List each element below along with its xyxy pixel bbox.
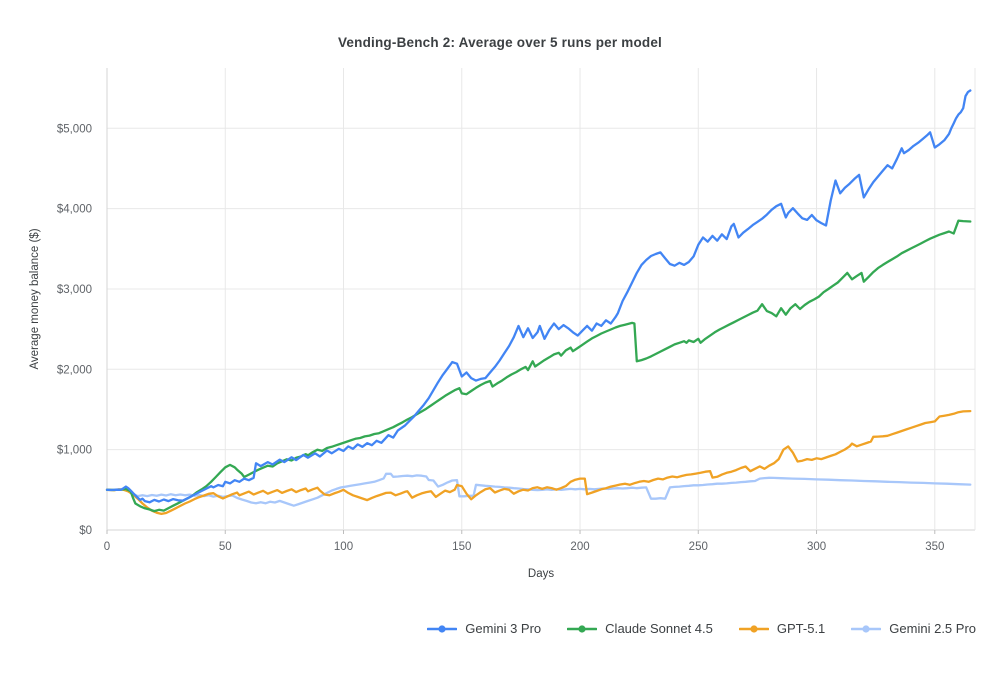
x-tick-label: 50	[219, 541, 232, 553]
y-tick-label: $3,000	[57, 284, 92, 296]
series-line-gemini-2-5-pro	[105, 472, 972, 507]
legend-item-gpt-5-1: GPT-5.1	[738, 621, 826, 636]
series-line-gemini-3-pro	[105, 89, 972, 504]
y-axis-title: Average money balance ($)	[29, 228, 41, 369]
y-tick-label: $4,000	[57, 204, 92, 216]
x-tick-label: 300	[807, 541, 826, 553]
legend-item-claude-sonnet-4-5: Claude Sonnet 4.5	[567, 621, 713, 636]
legend-marker-icon	[427, 624, 458, 633]
legend-marker-icon	[851, 624, 882, 633]
x-tick-label: 350	[925, 541, 944, 553]
legend-marker-icon	[738, 624, 769, 633]
series-line-claude-sonnet-4-5	[105, 219, 972, 513]
legend: Gemini 3 Pro Claude Sonnet 4.5 GPT-5.1 Gemi…	[427, 621, 976, 636]
legend-item-gemini-3-pro: Gemini 3 Pro	[427, 621, 541, 636]
legend-label: GPT-5.1	[776, 621, 826, 636]
plot-area: $0 $1,000 $2,000 $3,000 $4,000 $5,000 0 50 100 15…	[29, 68, 976, 580]
series-line-gpt-5-1	[105, 409, 972, 516]
y-tick-label: $2,000	[57, 364, 92, 376]
x-tick-label: 200	[570, 541, 589, 553]
x-tick-label: 150	[452, 541, 471, 553]
legend-label: Gemini 3 Pro	[465, 621, 542, 636]
x-axis-title: Days	[528, 568, 554, 580]
legend-label: Claude Sonnet 4.5	[605, 621, 713, 636]
legend-item-gemini-2-5-pro: Gemini 2.5 Pro	[851, 621, 976, 636]
x-tick-label: 100	[334, 541, 353, 553]
y-tick-label: $5,000	[57, 123, 92, 135]
legend-marker-icon	[567, 624, 598, 633]
x-tick-label: 250	[689, 541, 708, 553]
legend-label: Gemini 2.5 Pro	[889, 621, 976, 636]
y-tick-label: $0	[79, 525, 92, 537]
x-tick-label: 0	[104, 541, 110, 553]
chart-title: Vending-Bench 2: Average over 5 runs per…	[337, 35, 663, 50]
y-tick-label: $1,000	[57, 445, 92, 457]
